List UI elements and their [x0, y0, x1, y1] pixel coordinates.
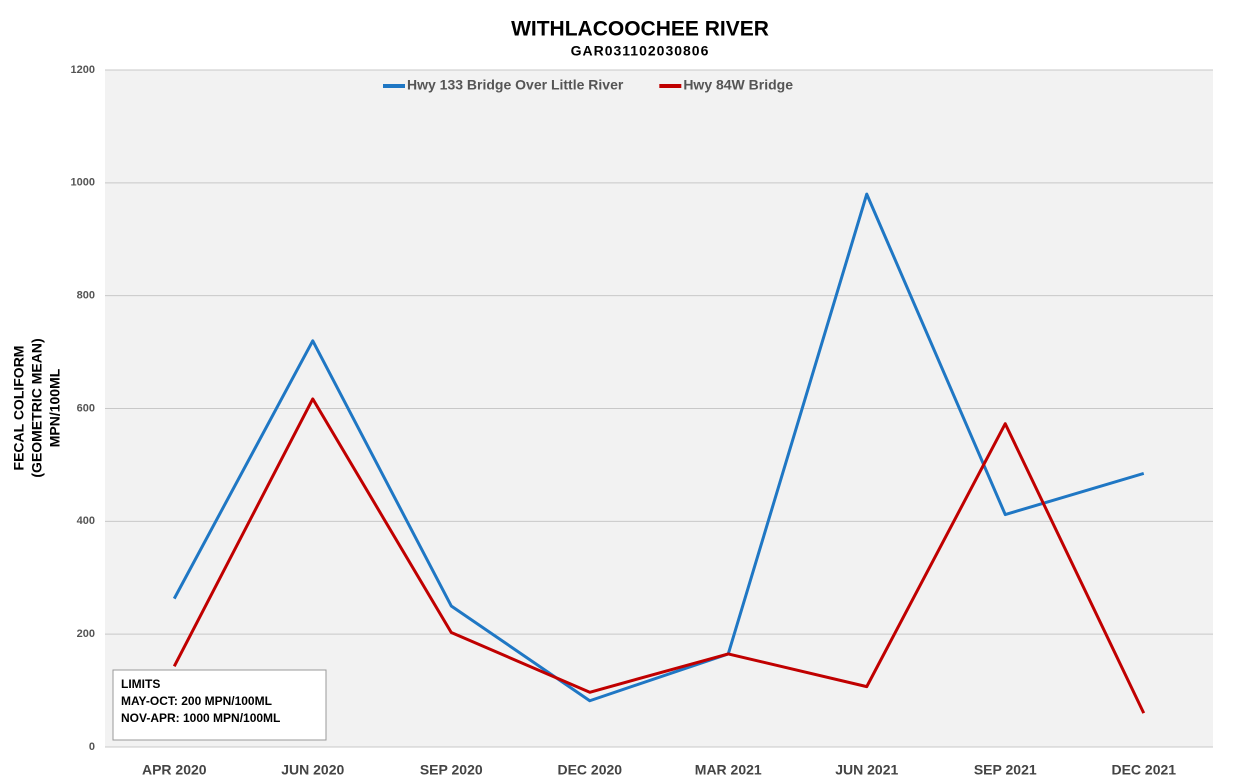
- x-tick-label: MAR 2021: [695, 762, 762, 778]
- y-tick-label: 800: [77, 290, 95, 302]
- legend-label: Hwy 133 Bridge Over Little River: [407, 77, 624, 93]
- y-tick-label: 1000: [71, 177, 95, 189]
- y-tick-label: 600: [77, 402, 95, 414]
- annotation: LIMITS: [121, 677, 160, 691]
- x-tick-label: DEC 2021: [1111, 762, 1176, 778]
- x-tick-label: SEP 2021: [974, 762, 1037, 778]
- y-axis-label-line: (GEOMETRIC MEAN): [29, 338, 45, 477]
- y-axis-label-line: FECAL COLIFORM: [11, 346, 27, 471]
- y-tick-label: 400: [77, 515, 95, 527]
- series-line: [172, 192, 1145, 703]
- y-tick-label: 0: [89, 741, 95, 753]
- chart-title: WITHLACOOCHEE RIVER: [511, 18, 769, 41]
- y-tick-label: 200: [77, 628, 95, 640]
- annotation: MAY-OCT: 200 MPN/100ML: [121, 694, 272, 708]
- y-tick-label: 1200: [71, 64, 95, 76]
- annotation: NOV-APR: 1000 MPN/100ML: [121, 711, 280, 725]
- chart-subtitle: GAR031102030806: [571, 43, 710, 59]
- legend-label: Hwy 84W Bridge: [683, 77, 793, 93]
- x-tick-label: JUN 2021: [835, 762, 898, 778]
- y-axis-label-line: MPN/100ML: [47, 368, 63, 447]
- x-tick-label: JUN 2020: [281, 762, 344, 778]
- y-axis-label: FECAL COLIFORM (GEOMETRIC MEAN) MPN/100M…: [11, 338, 63, 477]
- x-tick-label: DEC 2020: [557, 762, 622, 778]
- x-tick-label: APR 2020: [142, 762, 207, 778]
- limits-box: [112, 669, 327, 741]
- x-tick-label: SEP 2020: [420, 762, 483, 778]
- series-line: [172, 397, 1146, 714]
